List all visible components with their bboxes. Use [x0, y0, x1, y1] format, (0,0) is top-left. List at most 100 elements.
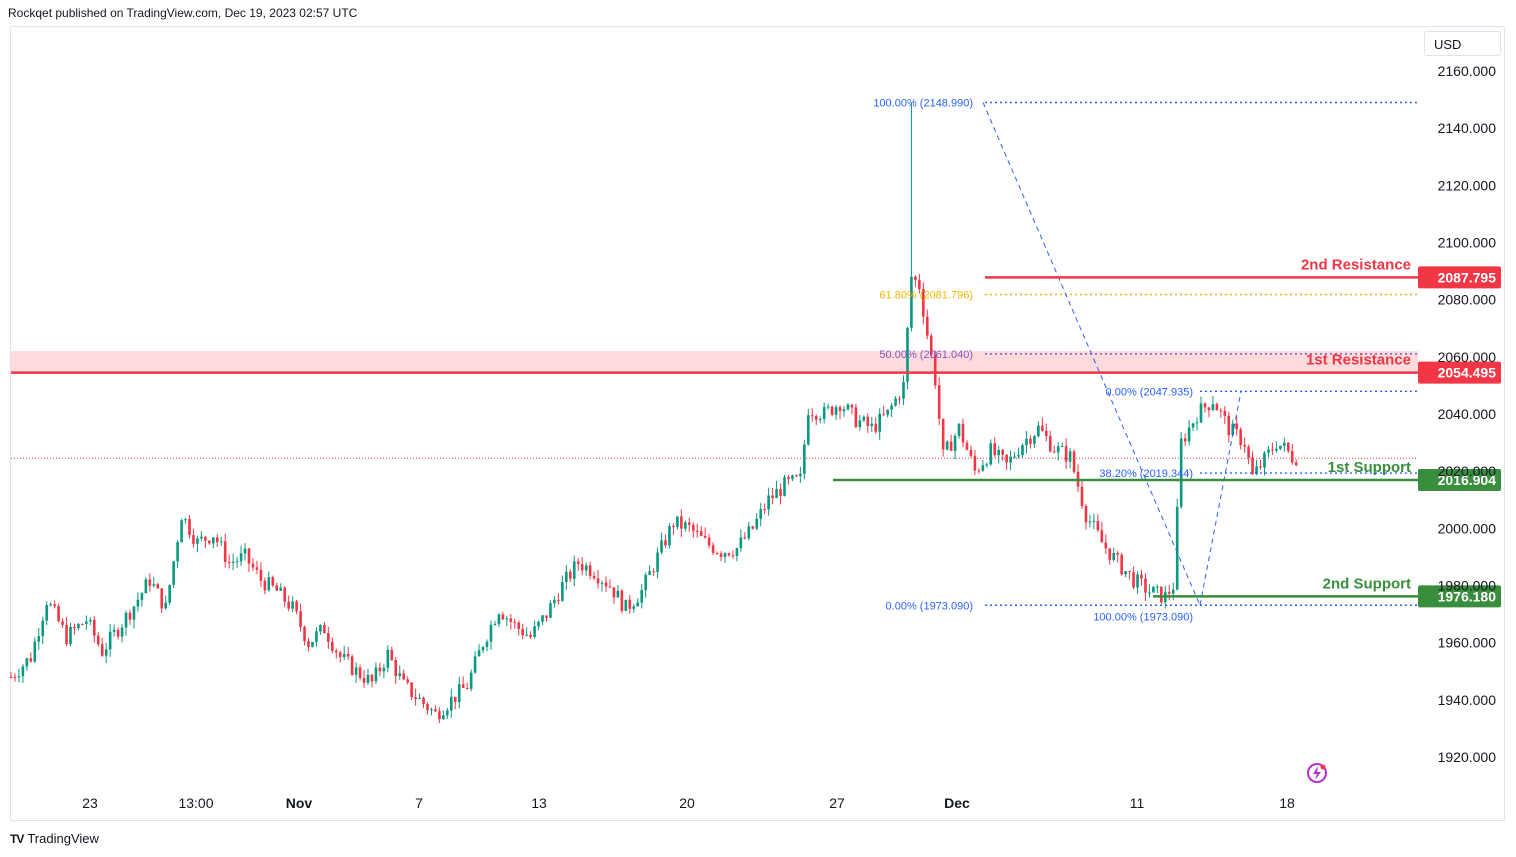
y-tick-label: 2040.000 [1438, 406, 1497, 422]
candle-body [521, 628, 524, 636]
fib1-level-label: 61.80% (2081.796) [879, 290, 973, 302]
candle-body [632, 606, 636, 609]
candle-body [1290, 451, 1294, 463]
candle-body [148, 579, 152, 586]
price-tag-label: 1976.180 [1438, 588, 1497, 604]
candle-body [973, 455, 977, 471]
level-name: 1st Support [1328, 459, 1411, 476]
footer-brand[interactable]: TV TradingView [10, 831, 99, 846]
candle-body [136, 599, 140, 607]
candle-body [870, 423, 874, 426]
candle-body [1223, 410, 1227, 416]
candle-body [180, 520, 183, 543]
candle-body [1243, 445, 1246, 447]
candle-body [128, 612, 132, 620]
candle-body [969, 449, 973, 456]
candle-body [1294, 462, 1298, 466]
candle-body [1239, 429, 1242, 446]
candle-body [116, 629, 120, 637]
candle-body [331, 641, 334, 651]
candle-body [814, 415, 818, 420]
candle-body [239, 553, 243, 562]
candle-body [1175, 506, 1179, 590]
candle-body [192, 535, 195, 544]
candle-body [319, 625, 322, 632]
candle-body [854, 407, 858, 428]
candle-body [953, 435, 957, 451]
candle-body [283, 587, 286, 602]
candle-body [886, 409, 889, 415]
candle-body [1088, 521, 1092, 523]
candle-body [541, 615, 544, 622]
candle-body [13, 677, 17, 679]
candle-body [985, 464, 989, 466]
candle-body [152, 584, 156, 586]
candle-body [108, 631, 112, 650]
price-tag [1418, 361, 1501, 384]
y-tick-label: 2100.000 [1438, 235, 1497, 251]
candle-body [850, 404, 854, 408]
candle-body [1171, 589, 1175, 594]
candle-body [1271, 449, 1274, 451]
candle-body [1132, 572, 1135, 588]
candle-body [1255, 466, 1258, 475]
candle-body [1108, 548, 1112, 560]
fib1-trend-line [982, 102, 1201, 606]
candle-body [41, 620, 45, 637]
candle-body [580, 564, 584, 571]
candle-body [1033, 436, 1036, 444]
candle-body [386, 649, 390, 668]
candle-body [846, 404, 850, 410]
candle-body [676, 516, 679, 527]
candle-body [747, 526, 751, 539]
candle-body [21, 666, 25, 677]
candle-body [957, 423, 961, 436]
candle-body [1056, 446, 1060, 453]
candle-body [1120, 554, 1123, 575]
candle-body [914, 276, 917, 280]
candle-body [866, 416, 870, 426]
price-tag-label: 2087.795 [1438, 269, 1497, 285]
currency-selector[interactable]: USD [1424, 31, 1501, 56]
candle-body [1048, 436, 1052, 452]
candle-body [926, 316, 929, 336]
candle-body [61, 621, 64, 625]
candle-body [1029, 438, 1032, 444]
bolt-icon[interactable] [1306, 762, 1328, 784]
candle-body [834, 407, 838, 415]
candle-body [1195, 422, 1199, 424]
x-tick-label: 23 [82, 795, 98, 811]
candle-body [1045, 430, 1048, 437]
candle-body [648, 571, 651, 575]
candle-body [1183, 438, 1187, 442]
candle-body [1263, 452, 1266, 468]
candle-body [188, 519, 191, 536]
candle-body [1017, 455, 1020, 457]
candle-body [533, 626, 536, 638]
candle-body [787, 477, 790, 480]
candle-body [1052, 451, 1056, 453]
candle-body [1100, 530, 1104, 543]
candle-body [418, 697, 421, 699]
candle-body [1009, 456, 1012, 463]
candle-body [1179, 438, 1183, 507]
candle-body [664, 540, 667, 546]
candle-body [243, 548, 247, 554]
candle-body [358, 667, 362, 678]
x-tick-label: 13:00 [178, 795, 213, 811]
candle-body [275, 585, 279, 591]
candle-body [430, 709, 433, 711]
candle-body [1136, 574, 1139, 588]
candle-body [1013, 456, 1016, 458]
candle-body [672, 526, 675, 528]
candle-body [807, 415, 810, 445]
candle-body [822, 407, 826, 420]
candle-body [382, 667, 386, 672]
candle-body [303, 626, 306, 642]
fib2-level-label: 100.00% (1973.090) [1093, 611, 1193, 623]
candle-body [584, 565, 588, 571]
candle-body [763, 509, 766, 511]
candle-body [1124, 571, 1127, 575]
candle-body [965, 442, 969, 450]
